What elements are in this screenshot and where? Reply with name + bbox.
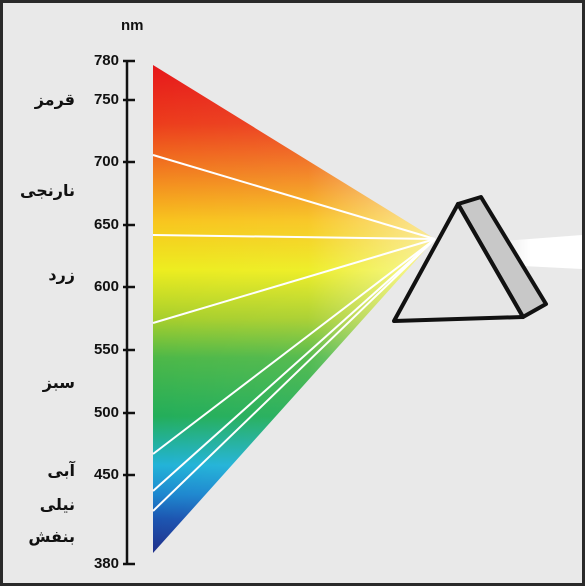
wavelength-axis — [123, 59, 135, 566]
boundary-line — [152, 154, 436, 240]
white-light-beam — [503, 235, 582, 269]
color-label-green: سبز — [42, 373, 75, 392]
boundary-line — [152, 238, 436, 324]
boundary-line — [152, 238, 436, 512]
color-label-violet: بنفش — [28, 527, 75, 546]
tick-label-450: 450 — [93, 466, 119, 483]
tick-label-650: 650 — [93, 216, 119, 233]
color-label-yellow: زرد — [48, 265, 75, 284]
tick-label-750: 750 — [93, 91, 119, 108]
tick-label-780: 780 — [93, 52, 119, 69]
tick-label-700: 700 — [93, 153, 119, 170]
color-boundaries — [152, 154, 436, 512]
diagram-graphic — [123, 59, 582, 566]
boundary-line — [152, 238, 436, 455]
prism — [392, 195, 548, 323]
axis-unit-label: nm — [121, 17, 144, 34]
color-label-indigo: نیلی — [39, 495, 75, 514]
tick-label-500: 500 — [93, 404, 119, 421]
spectrum-fan-highlight — [153, 65, 435, 553]
color-label-blue: آبی — [47, 461, 75, 480]
tick-label-380: 380 — [93, 555, 119, 572]
tick-label-600: 600 — [93, 278, 119, 295]
color-label-orange: نارنجی — [20, 181, 75, 200]
tick-label-550: 550 — [93, 341, 119, 358]
boundary-line — [152, 234, 436, 240]
prism-front-face — [392, 202, 525, 323]
boundary-line — [152, 238, 436, 492]
color-label-red: قرمز — [34, 90, 75, 109]
